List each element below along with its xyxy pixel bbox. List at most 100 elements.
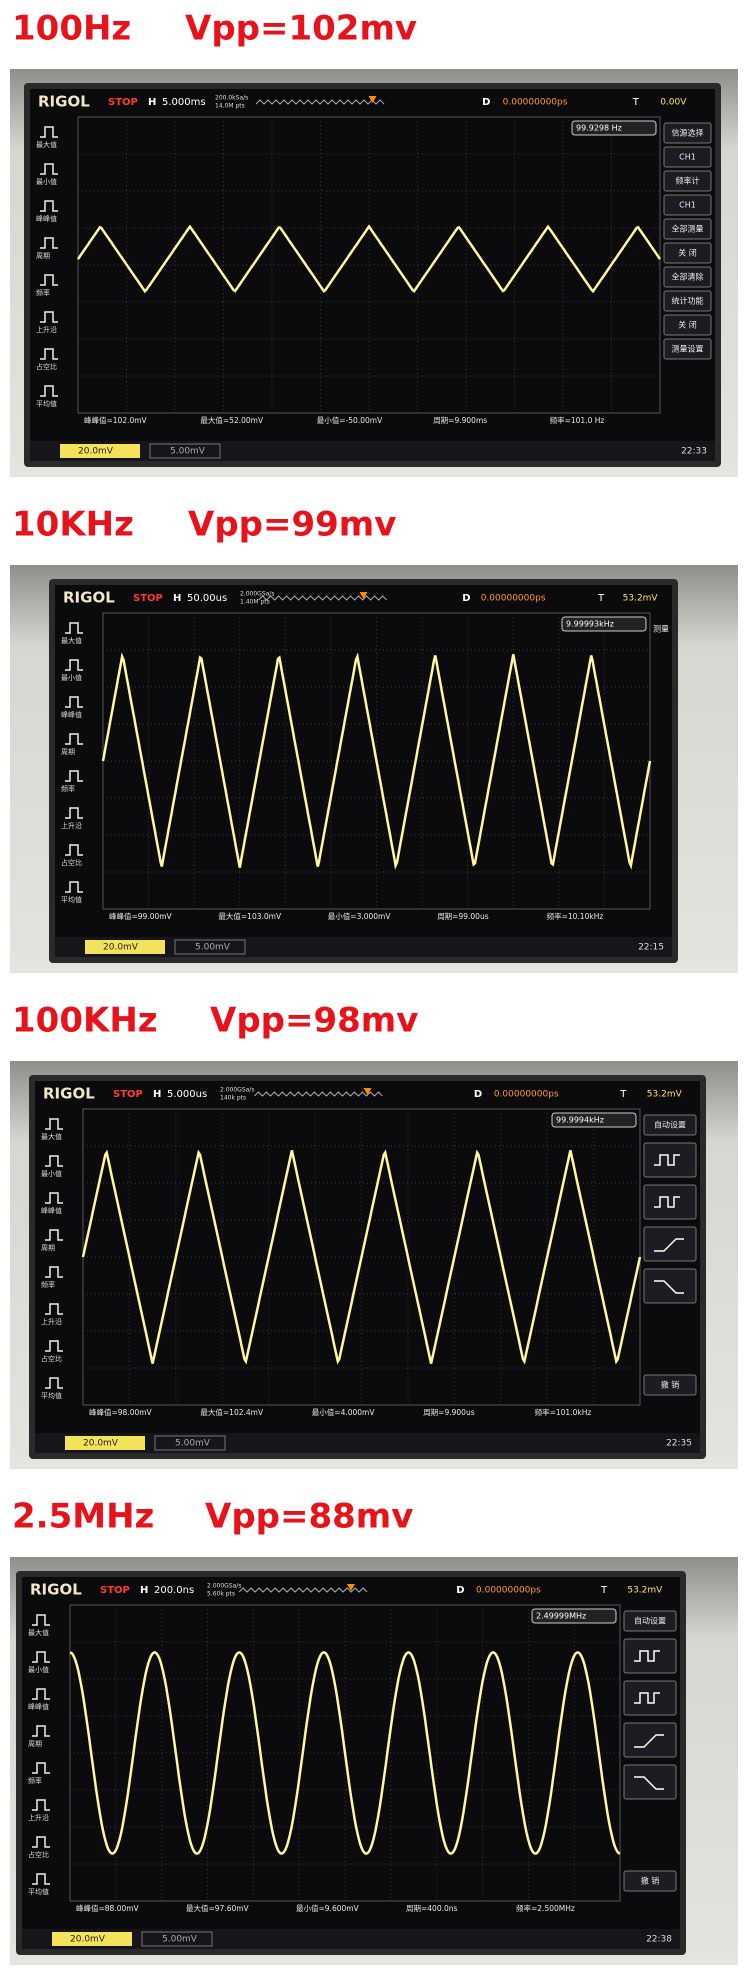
status: STOP: [108, 97, 138, 108]
heading-frequency: 10KHz: [12, 505, 134, 545]
heading-vpp: Vpp=98mv: [210, 1001, 418, 1041]
trigger-marker: [347, 1584, 355, 1591]
right-menu-label: 撤 销: [641, 1876, 660, 1886]
measurement: 最小值=3.000mV: [328, 911, 392, 921]
counter: 99.9298 Hz: [576, 124, 622, 133]
right-menu-button: [663, 146, 712, 168]
trigger-marker: [368, 96, 377, 103]
heading-vpp: Vpp=102mv: [185, 9, 417, 49]
sample-info: 5.60k pts: [207, 1591, 235, 1598]
delay: 0.00000000ps: [481, 594, 546, 604]
left-menu-label: 最小值: [61, 673, 82, 682]
sample-info: 2.000GSa/s: [207, 1583, 241, 1590]
counter: 2.49999MHz: [536, 1612, 586, 1621]
timebase-label: H: [148, 97, 156, 108]
heading-frequency: 100KHz: [12, 1001, 158, 1041]
counter-box: [561, 616, 647, 632]
right-menu-button: [663, 218, 712, 240]
counter: 99.9994kHz: [556, 1116, 604, 1125]
channel2-box: [149, 443, 221, 459]
memory-track: [254, 1091, 383, 1097]
channel-scale: 20.0mV: [83, 1439, 119, 1449]
channel-scale: 20.0mV: [78, 447, 114, 457]
left-menu-label: 平均值: [28, 1887, 49, 1896]
left-menu-label: 最大值: [36, 140, 57, 149]
menu-icon: [40, 348, 58, 360]
clock: 22:38: [646, 1935, 672, 1945]
left-menu-label: 上升沿: [61, 821, 82, 830]
right-menu-button: [663, 314, 712, 336]
auto-icon-button: [623, 1680, 677, 1716]
memory-track: [238, 1587, 368, 1593]
measurement: 最小值=4.000mV: [312, 1407, 376, 1417]
menu-icon: [45, 1377, 63, 1389]
left-menu-label: 上升沿: [36, 325, 57, 334]
timebase: 5.000ms: [162, 97, 206, 108]
trigger-label: T: [632, 97, 640, 108]
channel-box: [60, 444, 140, 458]
auto-icon-button: [643, 1142, 697, 1178]
menu-icon: [32, 1762, 50, 1774]
trigger-level: 53.2mV: [627, 1586, 663, 1596]
delay-label: D: [474, 1089, 482, 1100]
measurement: 频率=2.500MHz: [516, 1903, 575, 1913]
auto-icon: [634, 1650, 660, 1662]
menu-icon: [32, 1688, 50, 1700]
measurement: 最大值=52.00mV: [200, 415, 264, 425]
left-menu-label: 峰峰值: [28, 1702, 49, 1711]
channel-box: [52, 1932, 132, 1946]
timebase: 50.00us: [187, 593, 227, 604]
auto-icon: [654, 1154, 680, 1166]
menu-icon: [40, 126, 58, 138]
delay-label: D: [462, 593, 470, 604]
left-menu-label: 最大值: [41, 1132, 62, 1141]
menu-icon: [65, 881, 83, 893]
measurement: 最大值=102.4mV: [200, 1407, 264, 1417]
channel2-scale: 5.00mV: [162, 1935, 198, 1945]
right-menu-label: 统计功能: [672, 296, 704, 306]
right-menu-label: 频率计: [676, 176, 700, 186]
menu-icon: [45, 1303, 63, 1315]
clock: 22:35: [666, 1439, 692, 1449]
memory-track: [255, 99, 385, 105]
measurement: 峰峰值=88.00mV: [76, 1903, 140, 1913]
auto-icon-button: [623, 1638, 677, 1674]
measurement: 周期=99.00us: [437, 912, 489, 921]
right-menu-label: 测量设置: [672, 344, 704, 354]
menu-icon: [45, 1229, 63, 1241]
right-menu-button: [663, 338, 712, 360]
channel2-scale: 5.00mV: [195, 943, 231, 953]
right-menu-button: [663, 242, 712, 264]
left-menu-label: 占空比: [61, 858, 82, 867]
left-menu-label: 最大值: [28, 1628, 49, 1637]
auto-icon: [634, 1692, 660, 1704]
counter-box: [531, 1608, 617, 1624]
brand: RIGOL: [63, 589, 115, 607]
menu-icon: [45, 1192, 63, 1204]
auto-icon: [654, 1280, 684, 1294]
trigger-label: T: [619, 1089, 627, 1100]
heading-frequency: 100Hz: [12, 9, 131, 49]
left-menu-label: 最大值: [61, 636, 82, 645]
menu-icon: [32, 1799, 50, 1811]
menu-icon: [45, 1266, 63, 1278]
left-menu-label: 周期: [61, 748, 75, 756]
sample-info: 200.0kSa/s: [215, 95, 248, 102]
channel-box: [65, 1436, 145, 1450]
status: STOP: [100, 1585, 130, 1596]
right-menu-button: [663, 290, 712, 312]
left-menu-label: 平均值: [41, 1391, 62, 1400]
screen: [22, 1577, 680, 1949]
channel2-box: [174, 939, 246, 955]
trigger-level: 53.2mV: [647, 1090, 683, 1100]
left-menu-label: 频率: [41, 1280, 55, 1289]
right-menu-label: 测量: [653, 625, 669, 634]
timebase-label: H: [173, 593, 181, 604]
left-menu-label: 上升沿: [41, 1317, 62, 1326]
section: 100KHz Vpp=98mv RIGOL STOP H 5.000us 2.000GSa/…: [10, 1001, 738, 1469]
measurement: 峰峰值=99.00mV: [109, 911, 173, 921]
measurement: 最大值=97.60mV: [186, 1903, 250, 1913]
memory-track: [258, 595, 387, 601]
timebase: 200.0ns: [154, 1585, 194, 1596]
measurement: 最大值=103.0mV: [218, 911, 282, 921]
